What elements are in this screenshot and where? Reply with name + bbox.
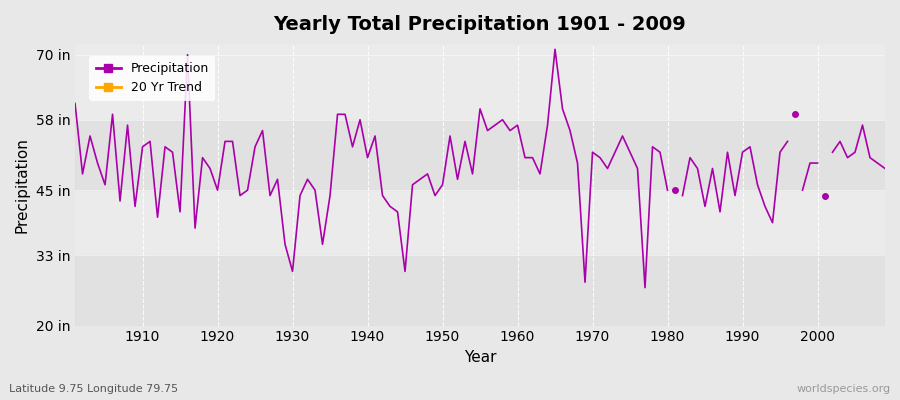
Bar <box>75 120 885 190</box>
Legend: Precipitation, 20 Yr Trend: Precipitation, 20 Yr Trend <box>89 56 215 100</box>
Text: worldspecies.org: worldspecies.org <box>796 384 891 394</box>
X-axis label: Year: Year <box>464 350 496 365</box>
Y-axis label: Precipitation: Precipitation <box>15 137 30 233</box>
Bar <box>75 255 885 326</box>
Text: Latitude 9.75 Longitude 79.75: Latitude 9.75 Longitude 79.75 <box>9 384 178 394</box>
Title: Yearly Total Precipitation 1901 - 2009: Yearly Total Precipitation 1901 - 2009 <box>274 15 687 34</box>
